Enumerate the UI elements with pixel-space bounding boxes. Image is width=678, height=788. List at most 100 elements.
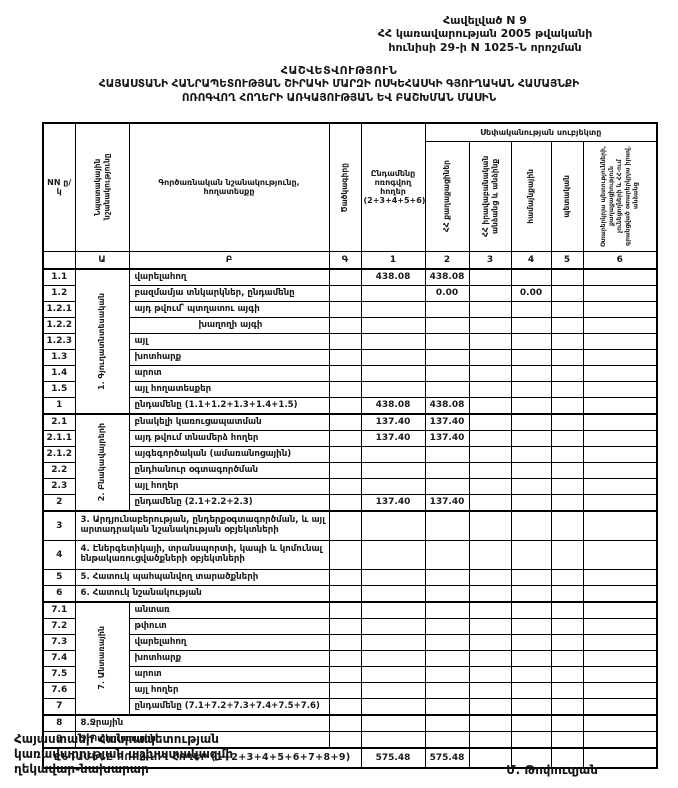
- row-label: 3. Արդյունաբերության, ընդերքօգտագործման,…: [74, 509, 330, 541]
- value-cell: [510, 584, 552, 602]
- row-number: 2: [42, 493, 76, 511]
- col-number: 6: [582, 250, 658, 270]
- grand-total-row: ԸՆԴԱՄԵՆԸ ՈՌՈԳՎՈՂ ՀՈՂԵՐ (1+2+3+4+5+6+7+8+…: [42, 746, 658, 768]
- value-cell: [550, 493, 584, 511]
- value-cell: [468, 600, 512, 619]
- value-cell: [424, 649, 470, 667]
- header-code: Ծածկագիրը: [328, 122, 362, 252]
- section-label-forest: 7. Անտառային: [74, 600, 130, 715]
- value-cell: 137.40: [360, 412, 426, 431]
- table-row: 3 3. Արդյունաբերության, ընդերքօգտագործմա…: [42, 509, 658, 541]
- row-number: 7.6: [42, 681, 76, 699]
- value-cell: [550, 633, 584, 651]
- value-cell: [510, 380, 552, 398]
- value-cell: [582, 300, 658, 318]
- value-cell: [468, 316, 512, 334]
- value-cell: [582, 477, 658, 495]
- header-owner-legal-persons: ՀՀ իրավաբանական անձանց և անձինք: [468, 140, 512, 252]
- value-cell: [582, 665, 658, 683]
- value-cell: [468, 364, 512, 382]
- row-number: 1.2.1: [42, 300, 76, 318]
- row-label: անտառ: [128, 600, 330, 619]
- value-cell: [510, 568, 552, 586]
- value-cell: [424, 461, 470, 479]
- value-cell: [550, 681, 584, 699]
- value-cell: [510, 509, 552, 541]
- table-row: 7.5 արոտ: [42, 665, 658, 683]
- value-cell: 137.40: [360, 493, 426, 511]
- report-title: ՀԱՇՎԵՏՎՈՒԹՅՈՒՆ ՀԱՅԱՍՏԱՆԻ ՀԱՆՐԱՊԵՏՈՒԹՅԱՆ …: [0, 64, 678, 106]
- signoff-line-3: ղեկավար-նախարար: [14, 762, 149, 776]
- value-cell: [424, 539, 470, 570]
- code-cell: [328, 268, 362, 286]
- row-number: 1.1: [42, 268, 76, 286]
- code-cell: [328, 300, 362, 318]
- code-cell: [328, 380, 362, 398]
- value-cell: [550, 713, 584, 732]
- value-cell: [510, 445, 552, 463]
- code-cell: [328, 348, 362, 366]
- value-cell: 137.40: [360, 429, 426, 447]
- value-cell: [424, 681, 470, 699]
- value-cell: [550, 284, 584, 302]
- value-cell: [360, 364, 426, 382]
- value-cell: [582, 509, 658, 541]
- value-cell: [424, 316, 470, 334]
- col-letter: Բ: [128, 250, 330, 270]
- value-cell: [468, 268, 512, 286]
- code-cell: [328, 364, 362, 382]
- row-number: 7.3: [42, 633, 76, 651]
- col-letter: [42, 250, 76, 270]
- value-cell: [468, 713, 512, 732]
- value-cell: [550, 348, 584, 366]
- table-row-subtotal: 7 ընդամենը (7.1+7.2+7.3+7.4+7.5+7.6): [42, 697, 658, 715]
- value-cell: [468, 649, 512, 667]
- row-number: 7: [42, 697, 76, 715]
- footer: Հայաստանի Հանրապետության կառավարության ա…: [14, 732, 658, 777]
- value-cell: [468, 493, 512, 511]
- col-number: 3: [468, 250, 512, 270]
- value-cell: [424, 697, 470, 715]
- table-row: 7.6 այլ հողեր: [42, 681, 658, 699]
- header-owner-foreign: Օտարերկրյա պետությունների, քաղաքացիությո…: [582, 140, 658, 252]
- value-cell: [424, 665, 470, 683]
- table-row: 1.2.3 այլ: [42, 332, 658, 350]
- report-title-word: ՀԱՇՎԵՏՎՈՒԹՅՈՒՆ: [280, 64, 398, 77]
- row-label: արոտ: [128, 665, 330, 683]
- value-cell: [582, 364, 658, 382]
- value-cell: [360, 617, 426, 635]
- value-cell: [424, 348, 470, 366]
- value-cell: [360, 284, 426, 302]
- value-cell: [424, 364, 470, 382]
- code-cell: [328, 681, 362, 699]
- header-ownership-band: Սեփականության սուբյեկտը: [424, 122, 658, 142]
- value-cell: [424, 600, 470, 619]
- row-number: 1: [42, 396, 76, 414]
- value-cell: [510, 649, 552, 667]
- row-number: 1.2.3: [42, 332, 76, 350]
- table-row: 9 9.Պահուստային: [42, 730, 658, 748]
- value-cell: [468, 461, 512, 479]
- value-cell: [510, 713, 552, 732]
- table-row: 2.2 ընդհանուր օգտագործման: [42, 461, 658, 479]
- value-cell: [360, 665, 426, 683]
- header-nn: NN ը/կ: [42, 122, 76, 252]
- value-cell: [510, 364, 552, 382]
- value-cell: [510, 477, 552, 495]
- row-label: ընդամենը (1.1+1.2+1.3+1.4+1.5): [128, 396, 330, 414]
- row-label: այդ թվում՝ պտղատու այգի: [128, 300, 330, 318]
- value-cell: [360, 509, 426, 541]
- value-cell: [550, 412, 584, 431]
- code-cell: [328, 617, 362, 635]
- appendix-line-2: ՀՀ կառավարության 2005 թվականի: [377, 27, 593, 41]
- value-cell: [582, 617, 658, 635]
- value-cell: [582, 316, 658, 334]
- value-cell: [582, 633, 658, 651]
- row-label: այգեգործական (ամառանոցային): [128, 445, 330, 463]
- row-label: 4. Էներգետիկայի, տրանսպորտի, կապի և կոմո…: [74, 539, 330, 570]
- row-label: 6. Հատուկ նշանակության: [74, 584, 330, 602]
- code-cell: [328, 493, 362, 511]
- col-letter: Ա: [74, 250, 130, 270]
- value-cell: [360, 681, 426, 699]
- row-number: 2.1: [42, 412, 76, 431]
